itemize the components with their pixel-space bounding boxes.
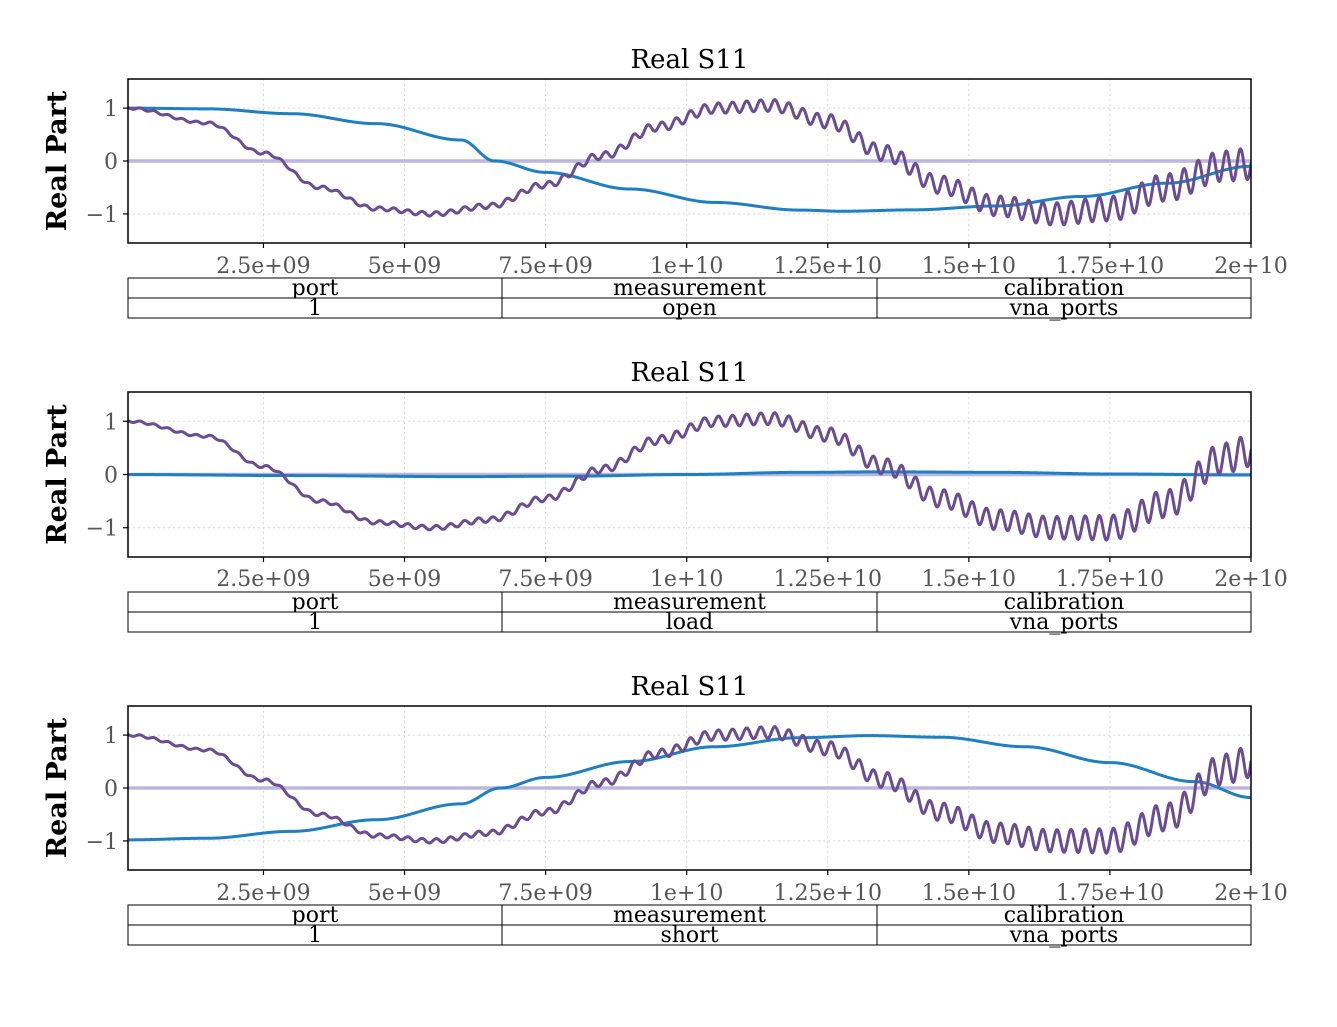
series-group xyxy=(128,725,1251,855)
info-table: port measurement calibration 1 open vna_ports xyxy=(127,276,1252,321)
table-cell xyxy=(876,611,1252,633)
table-cell-text: vna_ports xyxy=(1009,610,1119,635)
info-table: port measurement calibration 1 load vna_ports xyxy=(127,590,1252,635)
panel-2: Real S11 Real Part 2.5e+09 5e+09 7.5e+09 1e+1… xyxy=(42,358,1288,635)
panel-1: Real S11 Real Part 2.5e+09 5e+09 7.5e+09 1e+1… xyxy=(42,45,1288,321)
table-cell-text: short xyxy=(660,923,718,948)
x-tick-label: 2e+10 xyxy=(1214,881,1287,906)
y-axis-label: Real Part xyxy=(42,90,73,231)
table-cell xyxy=(876,297,1252,319)
y-tick-label: 1 xyxy=(104,410,118,435)
x-tick-label: 2e+10 xyxy=(1214,567,1287,592)
table-cell-text: vna_ports xyxy=(1009,296,1119,321)
table-header-text: measurement xyxy=(613,276,766,301)
table-header-text: port xyxy=(292,903,339,928)
table-header-text: measurement xyxy=(613,903,766,928)
chart-title: Real S11 xyxy=(631,358,749,388)
series-line-3 xyxy=(128,411,1251,542)
table-header-text: port xyxy=(292,590,339,615)
x-tick-label: 2.5e+09 xyxy=(216,254,310,279)
table-header-text: calibration xyxy=(1004,590,1125,615)
x-tick-label: 1e+10 xyxy=(650,254,723,279)
x-tick-label: 2.5e+09 xyxy=(216,881,310,906)
x-tick-label: 7.5e+09 xyxy=(498,567,592,592)
y-tick-label: −1 xyxy=(86,830,118,855)
x-tick-label: 1.25e+10 xyxy=(774,254,882,279)
y-tick-label: 0 xyxy=(104,464,118,489)
x-tick-label: 2.5e+09 xyxy=(216,567,310,592)
x-tick-label: 1.5e+10 xyxy=(922,881,1016,906)
series-group xyxy=(128,98,1251,227)
series-group xyxy=(128,411,1251,542)
table-cell-text: 1 xyxy=(308,296,322,321)
table-cell-text: open xyxy=(662,296,717,321)
y-tick-label: 1 xyxy=(104,97,118,122)
chart-title: Real S11 xyxy=(631,672,749,702)
table-header-text: measurement xyxy=(613,590,766,615)
y-tick-label: 0 xyxy=(104,150,118,175)
x-tick-label: 7.5e+09 xyxy=(498,881,592,906)
x-tick-label: 1.75e+10 xyxy=(1056,254,1164,279)
series-line-3 xyxy=(128,98,1251,227)
x-tick-label: 1.25e+10 xyxy=(774,567,882,592)
x-tick-label: 5e+09 xyxy=(368,567,441,592)
table-cell xyxy=(876,924,1252,946)
table-cell-text: load xyxy=(666,610,713,635)
x-tick-label: 1.5e+10 xyxy=(922,254,1016,279)
y-tick-label: 0 xyxy=(104,777,118,802)
x-tick-label: 1e+10 xyxy=(650,881,723,906)
y-axis-label: Real Part xyxy=(42,717,73,858)
table-header-text: calibration xyxy=(1004,903,1125,928)
x-tick-label: 5e+09 xyxy=(368,881,441,906)
series-line-2 xyxy=(128,106,1251,213)
series-line-3 xyxy=(128,725,1251,855)
table-cell-text: 1 xyxy=(308,923,322,948)
x-tick-label: 7.5e+09 xyxy=(498,254,592,279)
y-tick-label: 1 xyxy=(104,724,118,749)
series-line-2 xyxy=(128,734,1251,842)
table-header-text: port xyxy=(292,276,339,301)
x-tick-label: 1.75e+10 xyxy=(1056,567,1164,592)
y-tick-label: −1 xyxy=(86,517,118,542)
y-tick-label: −1 xyxy=(86,203,118,228)
series-line-2 xyxy=(128,470,1251,479)
x-tick-label: 1.25e+10 xyxy=(774,881,882,906)
x-tick-label: 1e+10 xyxy=(650,567,723,592)
x-tick-label: 2e+10 xyxy=(1214,254,1287,279)
table-cell-text: vna_ports xyxy=(1009,923,1119,948)
table-header-text: calibration xyxy=(1004,276,1125,301)
x-tick-label: 1.75e+10 xyxy=(1056,881,1164,906)
chart-title: Real S11 xyxy=(631,45,749,75)
table-cell-text: 1 xyxy=(308,610,322,635)
x-tick-label: 1.5e+10 xyxy=(922,567,1016,592)
x-tick-label: 5e+09 xyxy=(368,254,441,279)
info-table: port measurement calibration 1 short vna_port… xyxy=(127,903,1252,948)
panel-3: Real S11 Real Part 2.5e+09 5e+09 7.5e+09 1e+1… xyxy=(42,672,1288,948)
y-axis-label: Real Part xyxy=(42,404,73,545)
